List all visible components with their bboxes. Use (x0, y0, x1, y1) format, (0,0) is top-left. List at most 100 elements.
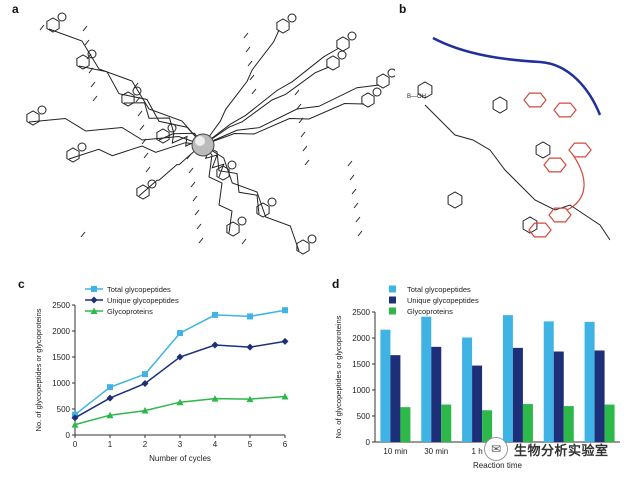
membrane-curve (432, 36, 602, 116)
cycles-line-chart: 0 500 1000 1500 2000 2500 No. of glycopeptides… (34, 285, 289, 463)
bar (390, 355, 401, 442)
dendrimer-bonds (26, 12, 397, 255)
panel-a-structure: a (0, 0, 397, 275)
y-tick-label: 2000 (352, 334, 370, 343)
x-axis-label: Reaction time (473, 461, 522, 470)
carbonyl-bond (135, 96, 141, 103)
linker-chain (202, 144, 260, 215)
data-point (71, 421, 79, 428)
benzene-ring (216, 165, 230, 181)
bar (421, 316, 432, 442)
sugar-ring (543, 157, 567, 173)
data-point (107, 384, 113, 391)
carbonyl-bond (245, 46, 251, 53)
carbonyl-bond (302, 145, 308, 152)
carbonyl-bond (304, 159, 310, 166)
benzene-ring (156, 128, 170, 144)
panel-label-c: c (18, 277, 25, 291)
glycosidic-link (566, 154, 585, 211)
data-point (176, 398, 184, 406)
boronate-ring (287, 13, 297, 23)
data-point (106, 394, 114, 402)
y-axis-label: No. of glycopeptides or glycoproteins (334, 315, 343, 438)
x-tick-label: 2 (143, 440, 148, 449)
linker-chain (48, 28, 204, 146)
carbonyl-bond (88, 67, 94, 74)
bar (462, 337, 473, 442)
legend-label: Unique glycopeptides (107, 296, 179, 305)
carbonyl-bond (137, 110, 143, 117)
y-tick-label: 500 (357, 412, 371, 421)
panel-label-b: b (399, 2, 407, 16)
panel-label-a: a (12, 2, 19, 16)
data-point (211, 341, 219, 349)
watermark: ✉ 生物分析实验室 (484, 436, 634, 462)
boronate-ring (132, 86, 142, 96)
benzene-ring (76, 54, 90, 70)
legend-marker (90, 307, 98, 314)
carbonyl-bond (351, 188, 357, 195)
linker-chain (202, 102, 365, 146)
data-point (176, 353, 184, 361)
sugar-ring (528, 222, 552, 238)
data-point (106, 411, 114, 419)
schematic-bonds (417, 81, 611, 241)
carbonyl-bond (249, 74, 255, 81)
data-point (141, 407, 149, 414)
benzene-ring (492, 96, 508, 114)
y-tick-label: 2000 (52, 327, 70, 336)
carbonyl-bond (300, 131, 306, 138)
carbonyl-bond (243, 32, 249, 39)
legend-label: Total glycopeptides (107, 285, 171, 294)
x-tick-label: 6 (283, 440, 288, 449)
carbonyl-bond (186, 153, 192, 160)
boronate-ring (307, 234, 317, 244)
y-tick-label: 2500 (352, 308, 370, 317)
sugar-ring (523, 92, 547, 108)
peptide-backbone (424, 104, 611, 241)
linker-chain (202, 29, 280, 146)
carbonyl-bond (357, 230, 363, 237)
benzene-ring (447, 191, 463, 209)
carbonyl-bond (251, 88, 257, 95)
data-point (177, 330, 183, 337)
boronate-ring (387, 68, 397, 78)
data-point (281, 393, 289, 400)
legend-label: Glycoproteins (107, 307, 153, 316)
carbonyl-bond (84, 39, 90, 46)
sugar-ring (553, 102, 577, 118)
y-tick-label: 1000 (352, 386, 370, 395)
data-point (71, 414, 79, 422)
bar (543, 321, 554, 442)
glycan-sugar-rings (523, 92, 592, 238)
data-point (246, 395, 254, 403)
benzene-ring (296, 239, 310, 255)
x-tick-label: 1 h (472, 447, 483, 456)
benzene-ring (226, 221, 240, 237)
boronate-ring (337, 50, 347, 60)
bar (441, 404, 452, 442)
boronate-ring (37, 105, 47, 115)
x-tick-label: 5 (248, 440, 253, 449)
benzene-ring (26, 110, 40, 126)
y-tick-label: 2500 (52, 301, 70, 310)
benzene-ring (66, 147, 80, 163)
data-point (282, 307, 288, 314)
boronate-ring (237, 216, 247, 226)
carbonyl-bond (296, 103, 302, 110)
benzene-ring (46, 17, 60, 33)
linker-chain (28, 117, 204, 146)
y-axis-label: No. of glycopeptides or glycoproteins (34, 308, 43, 431)
panel-label-d: d (332, 277, 340, 291)
linker-chain (202, 144, 233, 234)
carbonyl-bond (192, 195, 198, 202)
boronic-label: B—OH (407, 94, 426, 100)
legend-label: Total glycopeptides (407, 285, 471, 294)
benzene-ring (376, 73, 390, 89)
carbonyl-bond (355, 216, 361, 223)
carbonyl-bond (86, 53, 92, 60)
data-point (281, 337, 289, 345)
data-point (141, 380, 149, 388)
wechat-icon: ✉ (484, 437, 508, 461)
legend-marker (90, 296, 98, 304)
